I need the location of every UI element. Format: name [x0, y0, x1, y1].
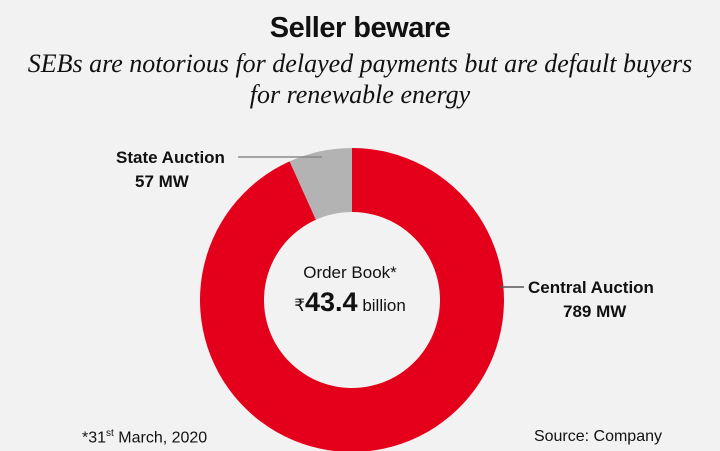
currency-symbol: ₹ [294, 296, 306, 315]
order-book-amount: 43.4 [305, 287, 358, 317]
center-value: ₹43.4 billion [255, 287, 445, 318]
source-note: Source: Company [533, 428, 662, 445]
center-title: Order Book* [303, 263, 397, 282]
central-auction-slice [200, 148, 504, 451]
footnote-prefix: *31 [82, 429, 107, 447]
chart-title: Seller beware [269, 12, 451, 44]
central-auction-label: Central Auction [528, 278, 654, 297]
footnote: *31st March, 2020 [82, 428, 207, 447]
state-auction-label: State Auction [116, 148, 225, 167]
chart-subtitle: SEBs are notorious for delayed payments … [27, 49, 693, 109]
state-auction-slice [289, 148, 352, 220]
state-auction-value: 57 MW [135, 172, 189, 191]
order-book-unit: billion [362, 296, 406, 315]
footnote-sup: st [106, 428, 114, 439]
central-auction-value: 789 MW [563, 302, 627, 321]
footnote-suffix: March, 2020 [113, 429, 208, 447]
